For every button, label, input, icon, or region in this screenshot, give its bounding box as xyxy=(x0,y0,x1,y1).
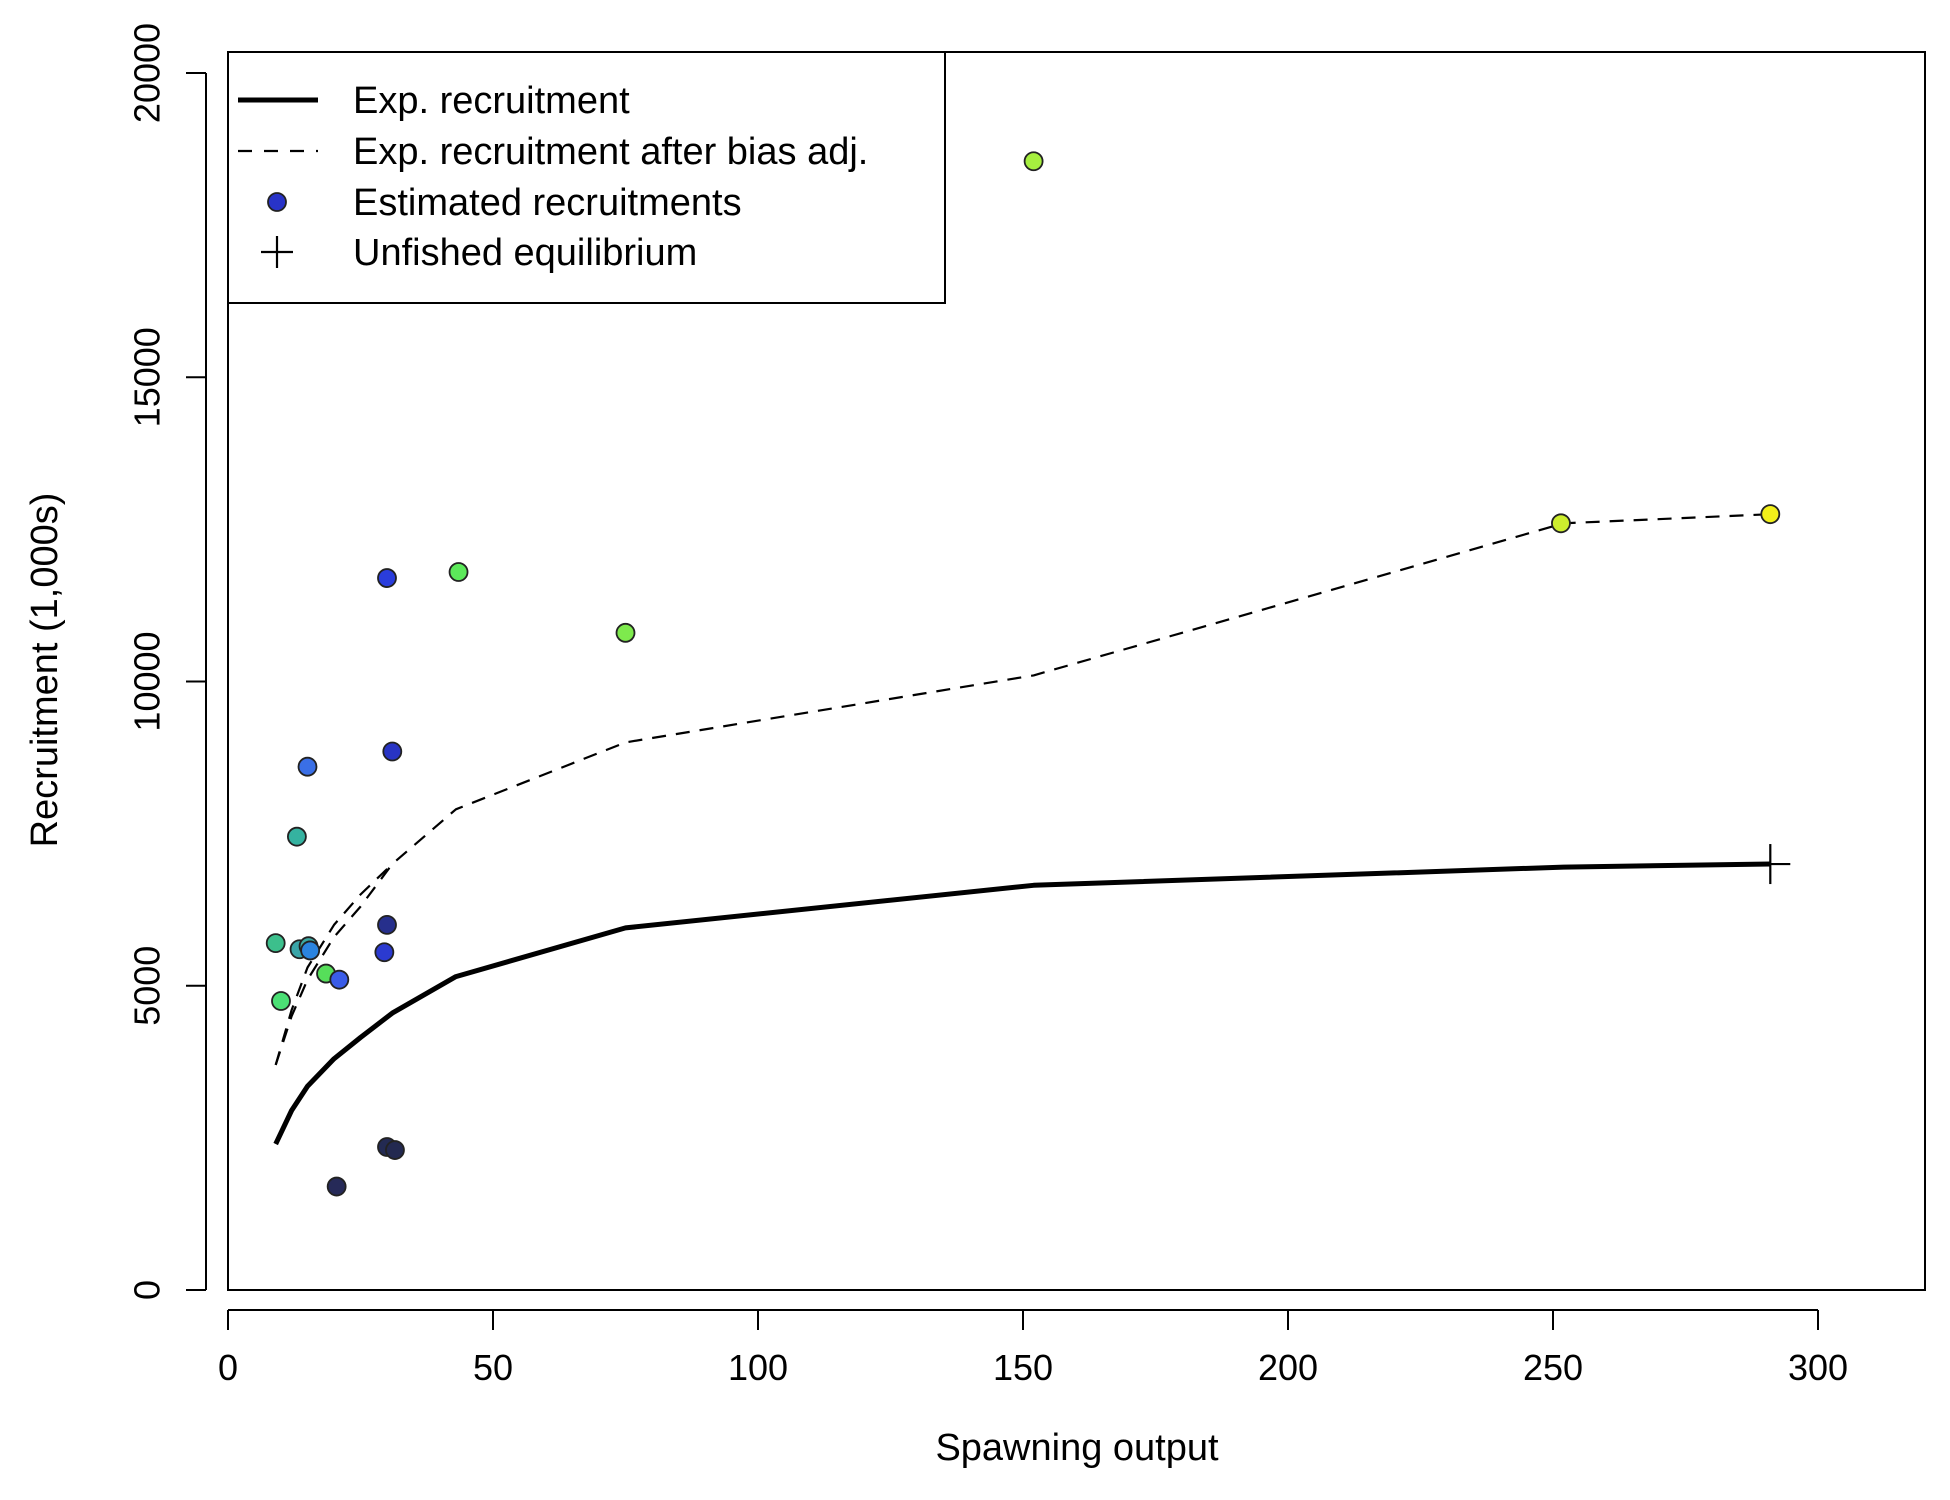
legend-label: Exp. recruitment after bias adj. xyxy=(353,131,868,173)
x-axis: 0 50 100 150 200 250 300 xyxy=(218,1309,1848,1388)
recruitment-point xyxy=(265,933,286,954)
recruitment-point xyxy=(382,741,403,762)
recruitment-point xyxy=(377,568,397,588)
legend-point-marker xyxy=(267,192,287,212)
x-tick-label: 250 xyxy=(1523,1347,1583,1388)
bias-adjusted-line-1 xyxy=(274,513,1771,1066)
legend-label: Estimated recruitments xyxy=(353,182,742,224)
recruitment-point xyxy=(377,915,397,935)
recruitment-point xyxy=(448,562,469,582)
x-tick-label: 200 xyxy=(1258,1347,1318,1388)
y-tick-label: 5000 xyxy=(127,946,168,1026)
plot-frame xyxy=(227,51,1926,1291)
recruitment-point xyxy=(385,1140,405,1160)
recruitment-point xyxy=(286,826,307,847)
unfished-equilibrium-marker xyxy=(1750,844,1791,885)
series-lines xyxy=(273,513,1771,1146)
recruitment-point xyxy=(374,942,395,963)
legend-label: Exp. recruitment xyxy=(353,80,630,122)
y-tick-label: 0 xyxy=(127,1280,168,1300)
recruitment-point xyxy=(329,969,350,990)
recruitment-point xyxy=(271,991,291,1011)
y-tick-label: 15000 xyxy=(127,327,168,427)
bias-adjusted-line-2 xyxy=(274,863,394,1066)
exp-recruitment-line xyxy=(273,861,1771,1146)
y-tick-label: 10000 xyxy=(127,631,168,731)
x-tick-label: 50 xyxy=(473,1347,513,1388)
estimated-recruitment-points xyxy=(265,151,1781,1197)
x-tick-label: 300 xyxy=(1788,1347,1848,1388)
recruitment-point xyxy=(326,1176,347,1197)
legend-label: Unfished equilibrium xyxy=(353,232,697,274)
recruitment-point xyxy=(615,622,636,643)
x-tick-label: 150 xyxy=(993,1347,1053,1388)
recruitment-point xyxy=(1760,504,1781,525)
y-axis-label: Recruitment (1,000s) xyxy=(24,493,66,848)
recruitment-point xyxy=(1551,513,1571,534)
y-axis: 0 5000 10000 15000 20000 xyxy=(127,23,207,1300)
x-tick-label: 0 xyxy=(218,1347,238,1388)
legend: Exp. recruitment Exp. recruitment after b… xyxy=(227,51,946,304)
recruitment-point xyxy=(300,940,321,961)
y-tick-label: 20000 xyxy=(127,23,168,123)
recruitment-point xyxy=(297,756,318,777)
recruitment-point xyxy=(1023,151,1044,172)
legend-box xyxy=(227,51,946,304)
x-tick-label: 100 xyxy=(728,1347,788,1388)
x-axis-label: Spawning output xyxy=(935,1427,1219,1469)
